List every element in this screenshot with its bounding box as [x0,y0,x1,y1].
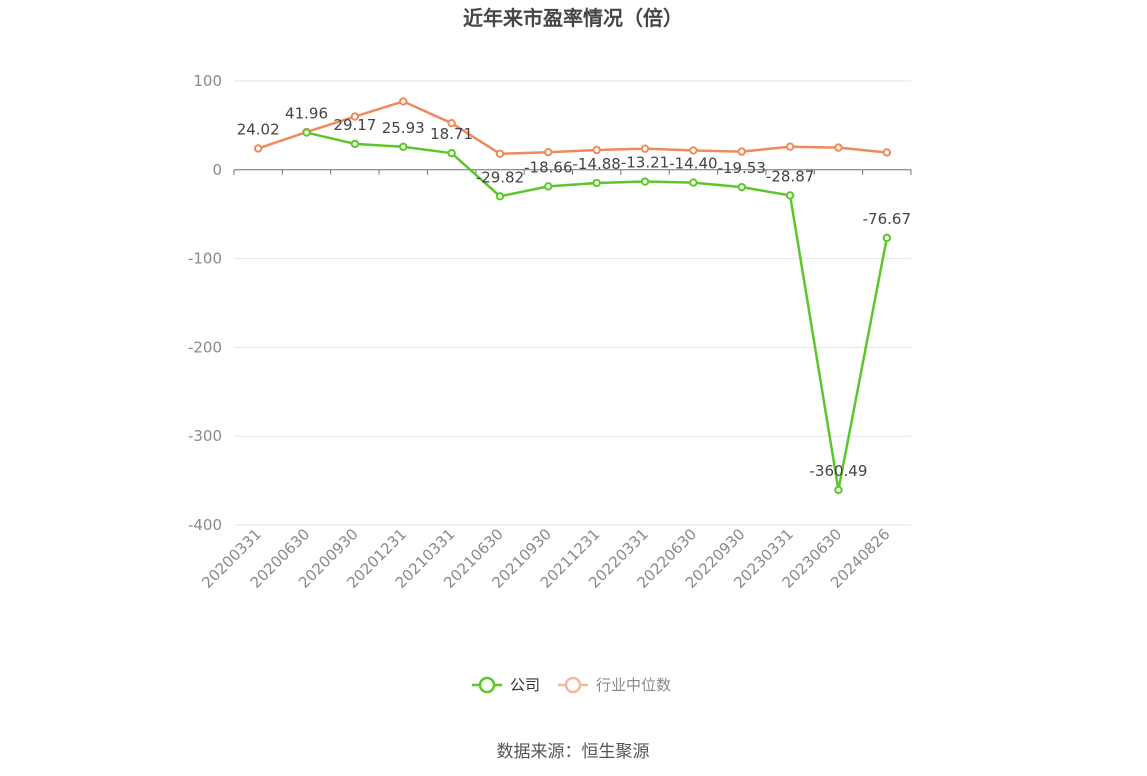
data-label: 41.96 [285,105,328,123]
series [253,97,892,495]
data-label: -18.66 [524,158,572,176]
y-tick-label: 0 [212,161,222,179]
data-point [834,485,843,495]
data-label: -13.21 [621,154,669,172]
data-point [640,144,650,153]
y-tick-label: -100 [188,250,222,268]
data-point [544,148,553,157]
data-label: 24.02 [237,120,280,138]
data-point [834,143,843,152]
grid [234,80,911,526]
data-point [592,178,601,188]
data-label: -360.49 [810,462,868,480]
data-point [882,233,892,243]
y-tick-label: 100 [193,72,222,90]
legend-label: 行业中位数 [596,676,671,694]
series-company [302,128,892,495]
legend-item-industry-median[interactable]: 行业中位数 [558,676,671,694]
data-point [689,146,698,155]
data-label: -28.87 [766,167,814,185]
data-point [785,142,795,151]
source-text: 数据来源：恒生聚源 [497,742,650,762]
data-label: 18.71 [430,125,473,143]
data-label: -29.82 [476,168,524,186]
data-point [592,145,601,155]
y-tick-label: -200 [188,338,222,356]
data-point [399,97,408,106]
data-label: -14.88 [572,155,620,173]
legend-label: 公司 [510,676,540,694]
data-point [399,142,408,151]
chart-title: 近年来市盈率情况（倍） [463,6,683,30]
legend-marker-icon [564,676,582,694]
data-point [302,128,311,137]
data-point [350,139,360,149]
data-label: -76.67 [863,210,911,228]
data-label: -19.53 [718,159,766,177]
data-label: 29.17 [333,116,376,134]
data-point [447,118,456,128]
series-industry-median [253,97,892,159]
legend[interactable]: 公司 行业中位数 [472,676,671,694]
y-tick-label: -300 [188,427,222,445]
series-line [257,100,887,156]
legend-item-company[interactable]: 公司 [472,676,540,694]
data-point [737,147,746,156]
data-label: -14.40 [669,155,717,173]
data-point [882,148,892,157]
data-point [544,182,553,191]
y-axis: 100 0 -100 -200 -300 -400 [188,72,222,534]
data-point [495,149,505,159]
x-axis: 2020033120200630202009302020123120210331… [198,169,912,592]
data-point [689,178,698,187]
data-point [447,148,456,158]
data-label: 25.93 [382,119,425,137]
data-point [737,182,746,192]
data-point [785,191,795,200]
legend-marker-icon [478,676,496,694]
data-point [253,144,263,153]
y-tick-label: -400 [188,516,222,534]
data-point [640,177,650,186]
data-point [350,112,360,121]
data-point [495,192,505,201]
